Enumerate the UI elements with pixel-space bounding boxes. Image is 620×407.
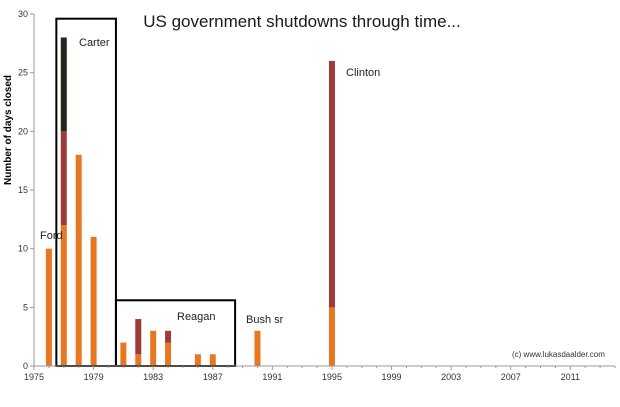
x-tick-label: 1979 bbox=[84, 372, 104, 382]
president-term-box bbox=[114, 299, 237, 367]
y-tick-label: 0 bbox=[23, 361, 28, 371]
bars-group bbox=[45, 37, 335, 366]
bar-segment bbox=[90, 236, 97, 366]
bar-segment bbox=[135, 319, 142, 355]
president-label-clinton: Clinton bbox=[346, 67, 380, 79]
x-tick-label: 1991 bbox=[262, 372, 282, 382]
x-tick-label: 1995 bbox=[322, 372, 342, 382]
bar-segment bbox=[194, 354, 201, 366]
president-label-reagan: Reagan bbox=[177, 311, 216, 323]
bar-segment bbox=[254, 330, 261, 366]
bar-segment bbox=[120, 342, 127, 366]
bar-segment bbox=[209, 354, 216, 366]
bar-segment bbox=[328, 60, 335, 308]
y-tick-label: 15 bbox=[18, 185, 28, 195]
chart-title: US government shutdowns through time... bbox=[143, 12, 461, 31]
bar-segment bbox=[75, 154, 82, 366]
y-tick-label: 20 bbox=[18, 126, 28, 136]
bar-segment bbox=[165, 342, 172, 366]
x-tick-label: 1987 bbox=[203, 372, 223, 382]
bar-segment bbox=[60, 37, 67, 132]
bar-segment bbox=[165, 330, 172, 343]
bar-segment bbox=[60, 131, 67, 226]
copyright-credit: (c) www.lukasdaalder.com bbox=[512, 350, 605, 359]
president-label-carter: Carter bbox=[79, 37, 110, 49]
x-tick-label: 2011 bbox=[561, 372, 580, 382]
president-label-bush-sr: Bush sr bbox=[246, 314, 284, 326]
x-tick-label: 1999 bbox=[382, 372, 402, 382]
x-tick-label: 1975 bbox=[24, 372, 44, 382]
x-tick-label: 2003 bbox=[441, 372, 461, 382]
y-tick-label: 10 bbox=[18, 244, 28, 254]
bar-segment bbox=[135, 354, 142, 366]
bar-segment bbox=[60, 225, 67, 366]
y-tick-label: 25 bbox=[18, 68, 28, 78]
x-tick-label: 2007 bbox=[501, 372, 521, 382]
y-tick-label: 30 bbox=[18, 9, 28, 19]
y-axis-label: Number of days closed bbox=[3, 75, 14, 185]
x-tick-label: 1983 bbox=[143, 372, 163, 382]
bar-segment bbox=[150, 330, 157, 366]
president-label-ford: Ford bbox=[40, 230, 63, 242]
bar-segment bbox=[45, 248, 52, 366]
bar-segment bbox=[328, 307, 335, 366]
axes: 0 5 10 15 20 25 30 1975 1979 1983 1987 1991 1995 1999… bbox=[18, 9, 616, 382]
y-tick-label: 5 bbox=[23, 302, 28, 312]
